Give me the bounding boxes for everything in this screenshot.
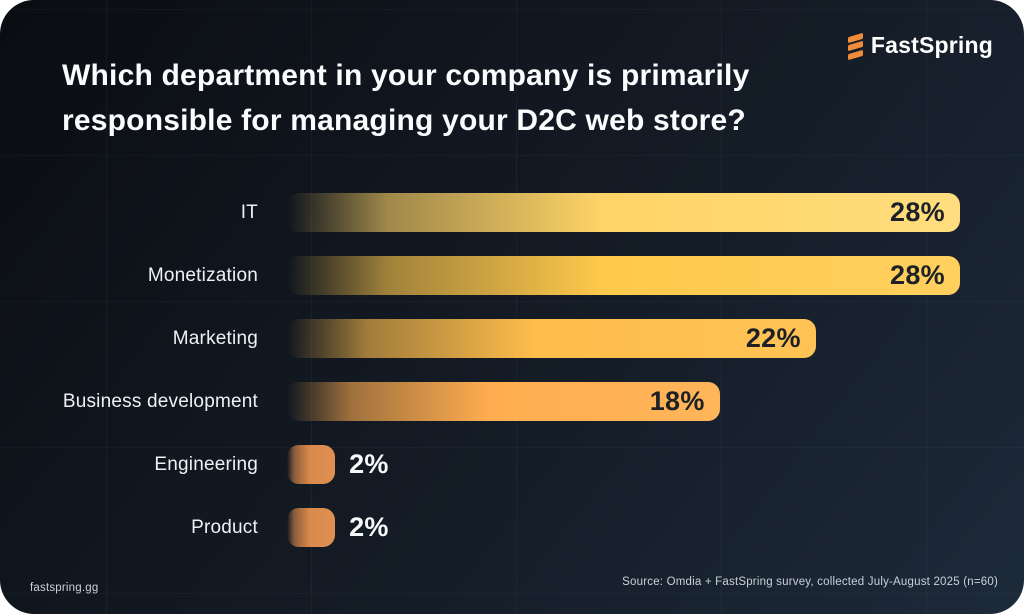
bar: [287, 508, 336, 547]
value-label: 28%: [890, 197, 945, 227]
bar: 22%: [287, 319, 816, 358]
source-note: Source: Omdia + FastSpring survey, colle…: [622, 576, 998, 588]
bar: 28%: [287, 256, 960, 295]
value-label: 18%: [649, 386, 705, 416]
bar-row: Marketing 22%: [0, 319, 960, 358]
site-link: fastspring.gg: [30, 582, 99, 594]
category-label: IT: [240, 201, 258, 223]
chart-title-line-2: responsible for managing your D2C web st…: [62, 104, 746, 137]
bar-row: Engineering 2%: [0, 445, 960, 484]
bar-row: Business development 18%: [0, 382, 960, 421]
category-label: Marketing: [172, 327, 258, 349]
bar-row: IT 28%: [0, 193, 960, 232]
category-label: Product: [191, 516, 258, 538]
bar: 28%: [287, 193, 960, 232]
category-label: Engineering: [154, 453, 258, 475]
bar-track: 28%: [287, 193, 960, 232]
bar-chart: IT 28% Monetization 28% Marketing 22% Business…: [0, 193, 960, 547]
chart-title: Which department in your company is prim…: [62, 53, 749, 143]
bar-row: Product 2%: [0, 508, 960, 547]
bar-track: 18%: [287, 382, 960, 421]
brand-name: FastSpring: [870, 32, 993, 58]
category-label: Business development: [62, 390, 258, 412]
value-label: 2%: [349, 512, 389, 542]
category-label: Monetization: [147, 264, 258, 286]
bar: [287, 445, 336, 484]
bar-track: 28%: [287, 256, 960, 295]
bar: 18%: [287, 382, 720, 421]
bar-track: 22%: [287, 319, 960, 358]
value-label: 28%: [890, 260, 945, 290]
bar-row: Monetization 28%: [0, 256, 960, 295]
bar-track: 2%: [287, 445, 960, 484]
chart-title-line-1: Which department in your company is prim…: [62, 59, 750, 92]
value-label: 2%: [349, 449, 389, 479]
fastspring-logo-icon: [847, 32, 863, 60]
bar-track: 2%: [287, 508, 960, 547]
value-label: 22%: [745, 323, 801, 353]
brand-logo: FastSpring: [847, 32, 993, 60]
